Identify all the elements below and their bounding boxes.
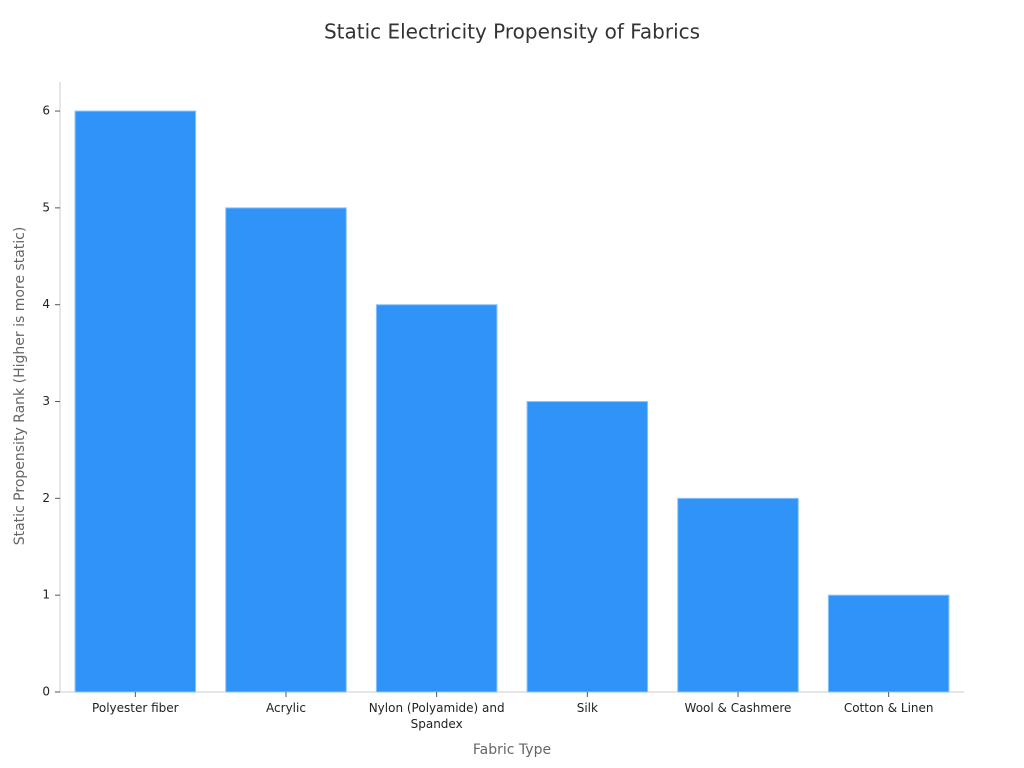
y-tick-label: 5: [42, 200, 50, 214]
y-tick-label: 3: [42, 394, 50, 408]
y-tick-label: 1: [42, 588, 50, 602]
x-tick-label: Acrylic: [266, 701, 306, 715]
y-axis-title: Static Propensity Rank (Higher is more s…: [12, 227, 28, 546]
chart-title: Static Electricity Propensity of Fabrics: [324, 20, 700, 44]
x-tick-label: Polyester fiber: [92, 701, 179, 715]
bar: [375, 304, 498, 693]
y-tick-label: 4: [42, 297, 50, 311]
x-tick-label: Nylon (Polyamide) and Spandex: [368, 701, 505, 731]
y-tick-label: 0: [42, 685, 50, 699]
y-tick-label: 2: [42, 491, 50, 505]
bar: [74, 110, 197, 693]
x-tick-label: Silk: [576, 701, 598, 715]
bar: [225, 207, 347, 693]
x-tick-label: Cotton & Linen: [843, 701, 934, 715]
bar: [526, 401, 649, 693]
bar: [677, 497, 799, 693]
y-tick-label: 6: [42, 104, 50, 118]
x-axis-title: Fabric Type: [473, 742, 551, 758]
bar: [827, 594, 950, 693]
x-tick-label: Wool & Cashmere: [684, 701, 792, 715]
